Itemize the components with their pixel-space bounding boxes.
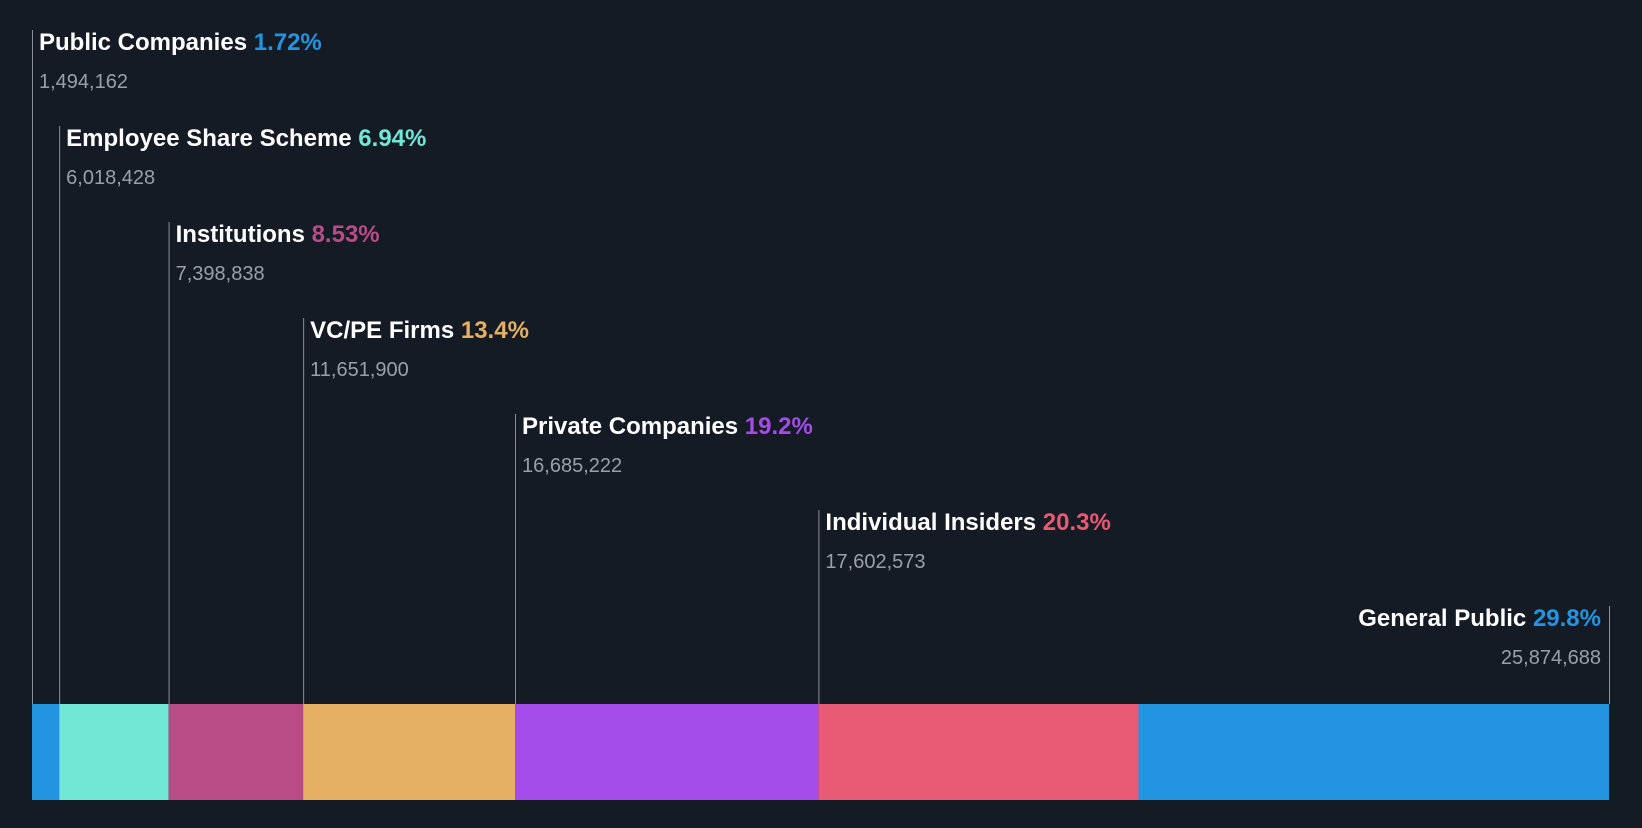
label-general-public: General Public 29.8% <box>1358 605 1601 632</box>
label-name-private-companies: Private Companies <box>522 413 745 440</box>
segment-labels: Public Companies 1.72% 1,494,162 Employee … <box>39 29 1601 669</box>
label-public-companies: Public Companies 1.72% <box>39 29 322 56</box>
label-shares-employee-share-scheme: 6,018,428 <box>66 167 155 189</box>
bar-segment-public-companies[interactable] <box>32 704 60 800</box>
label-employee-share-scheme: Employee Share Scheme 6.94% <box>66 125 426 152</box>
label-percent-employee-share-scheme: 6.94% <box>358 125 426 152</box>
label-name-general-public: General Public <box>1358 605 1533 632</box>
bar-segment-vc-pe-firms[interactable] <box>303 704 516 800</box>
label-shares-vc-pe-firms: 11,651,900 <box>310 359 409 381</box>
label-name-vc-pe-firms: VC/PE Firms <box>310 317 461 344</box>
label-shares-institutions: 7,398,838 <box>176 263 265 285</box>
label-private-companies: Private Companies 19.2% <box>522 413 813 440</box>
bar-segment-institutions[interactable] <box>168 704 304 800</box>
label-vc-pe-firms: VC/PE Firms 13.4% <box>310 317 529 344</box>
label-shares-public-companies: 1,494,162 <box>39 71 128 93</box>
label-percent-institutions: 8.53% <box>312 221 380 248</box>
label-individual-insiders: Individual Insiders 20.3% <box>825 509 1110 536</box>
bar-segment-employee-share-scheme[interactable] <box>59 704 169 800</box>
label-percent-individual-insiders: 20.3% <box>1043 509 1111 536</box>
label-name-employee-share-scheme: Employee Share Scheme <box>66 125 358 152</box>
label-percent-vc-pe-firms: 13.4% <box>461 317 529 344</box>
bar-segment-private-companies[interactable] <box>515 704 819 800</box>
label-shares-individual-insiders: 17,602,573 <box>825 551 925 573</box>
label-shares-general-public: 25,874,688 <box>1501 647 1601 669</box>
label-percent-general-public: 29.8% <box>1533 605 1601 632</box>
label-name-institutions: Institutions <box>176 221 312 248</box>
leader-lines <box>32 30 1610 704</box>
label-name-individual-insiders: Individual Insiders <box>825 509 1042 536</box>
stacked-bar <box>32 704 1609 800</box>
label-institutions: Institutions 8.53% <box>176 221 380 248</box>
bar-segment-individual-insiders[interactable] <box>818 704 1139 800</box>
label-percent-public-companies: 1.72% <box>254 29 322 56</box>
label-name-public-companies: Public Companies <box>39 29 254 56</box>
label-percent-private-companies: 19.2% <box>745 413 813 440</box>
label-shares-private-companies: 16,685,222 <box>522 455 622 477</box>
bar-segment-general-public[interactable] <box>1138 704 1610 800</box>
